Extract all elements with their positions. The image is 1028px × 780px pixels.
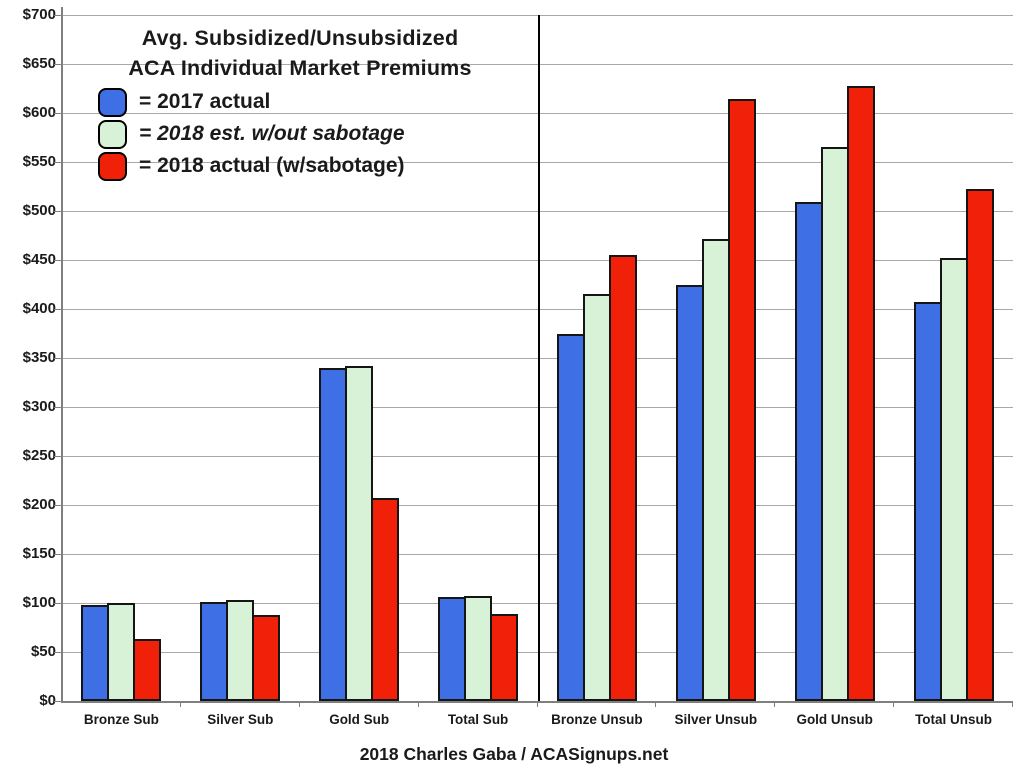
bar xyxy=(200,602,229,701)
x-axis-tick xyxy=(1012,701,1013,707)
bar xyxy=(319,367,348,701)
bar-groups xyxy=(62,15,1013,701)
bar xyxy=(438,597,467,701)
bar xyxy=(913,302,942,701)
chart-title-line2: ACA Individual Market Premiums xyxy=(128,56,472,80)
bar xyxy=(701,239,730,701)
x-axis-label: Total Sub xyxy=(447,712,509,727)
bar-group xyxy=(894,15,1013,701)
x-axis-tick xyxy=(417,701,419,707)
bar-group xyxy=(538,15,657,701)
bar-group xyxy=(656,15,775,701)
bar xyxy=(345,365,374,701)
y-tick-label: $600 xyxy=(22,104,56,121)
bar xyxy=(81,604,110,701)
x-axis-tick xyxy=(893,701,895,707)
x-axis-tick xyxy=(179,701,181,707)
legend-label: = 2017 actual xyxy=(139,90,271,113)
y-axis-tick xyxy=(54,161,61,163)
y-tick-label: $300 xyxy=(22,398,56,415)
plot-area: Avg. Subsidized/Unsubsidized ACA Individ… xyxy=(54,7,1013,707)
y-axis-tick xyxy=(54,357,61,359)
legend-item: = 2017 actual xyxy=(98,86,405,118)
y-axis-line xyxy=(61,7,63,702)
y-axis-tick xyxy=(54,602,61,604)
bar xyxy=(846,85,875,701)
bar-group xyxy=(775,15,894,701)
bar xyxy=(107,603,136,701)
bar xyxy=(727,99,756,701)
y-tick-label: $550 xyxy=(22,153,56,170)
bar xyxy=(464,596,493,701)
legend-swatch xyxy=(98,151,127,181)
x-axis-tick xyxy=(655,701,657,707)
bar xyxy=(820,147,849,701)
bar-group xyxy=(62,15,181,701)
y-axis-tick xyxy=(54,553,61,555)
bar-group xyxy=(181,15,300,701)
legend-item: = 2018 est. w/out sabotage xyxy=(98,118,405,150)
y-tick-label: $400 xyxy=(22,300,56,317)
section-divider-line xyxy=(537,15,540,701)
x-axis-tick xyxy=(536,701,538,707)
x-axis-label: Total Unsub xyxy=(915,712,993,727)
x-axis-label: Gold Unsub xyxy=(796,712,873,727)
legend-swatch xyxy=(98,87,127,117)
x-axis-label: Bronze Unsub xyxy=(551,712,643,727)
y-tick-label: $500 xyxy=(22,202,56,219)
x-axis-label: Silver Sub xyxy=(207,712,274,727)
legend-item: = 2018 actual (w/sabotage) xyxy=(98,150,405,182)
legend-label: = 2018 est. w/out sabotage xyxy=(139,122,405,145)
bar xyxy=(794,202,823,701)
legend-label: = 2018 actual (w/sabotage) xyxy=(139,154,405,177)
y-tick-label: $650 xyxy=(22,55,56,72)
y-tick-label: $50 xyxy=(30,643,56,660)
x-axis-label: Silver Unsub xyxy=(674,712,758,727)
y-tick-label: $150 xyxy=(22,545,56,562)
bar xyxy=(226,600,255,701)
y-axis-tick xyxy=(54,651,61,653)
y-tick-label: $100 xyxy=(22,594,56,611)
y-tick-label: $200 xyxy=(22,496,56,513)
bar-group xyxy=(419,15,538,701)
bar xyxy=(490,613,519,701)
bar xyxy=(675,285,704,701)
y-axis-tick xyxy=(54,406,61,408)
chart-title-line1: Avg. Subsidized/Unsubsidized xyxy=(141,26,459,50)
bar xyxy=(371,498,400,701)
y-tick-label: $700 xyxy=(22,6,56,23)
y-tick-label: $0 xyxy=(39,692,56,709)
legend: = 2017 actual = 2018 est. w/out sabotage =… xyxy=(98,86,405,182)
bar-group xyxy=(300,15,419,701)
x-axis-label: Bronze Sub xyxy=(83,712,159,727)
x-axis-tick xyxy=(774,701,776,707)
bar xyxy=(965,189,994,701)
y-axis-labels: $0 $50 $100 $150 $200 $250 $300 $350 $400 $450 $50… xyxy=(0,6,56,709)
y-axis-tick xyxy=(54,63,61,65)
y-axis-tick xyxy=(54,210,61,212)
y-axis-tick xyxy=(54,308,61,310)
y-axis-tick xyxy=(54,504,61,506)
y-tick-label: $250 xyxy=(22,447,56,464)
chart-title: Avg. Subsidized/Unsubsidized ACA Individ… xyxy=(64,23,536,83)
x-axis-tick xyxy=(298,701,300,707)
y-axis-tick xyxy=(54,700,61,702)
bar xyxy=(556,334,585,701)
y-axis-tick xyxy=(54,455,61,457)
y-axis-tick xyxy=(54,14,61,16)
legend-swatch xyxy=(98,119,127,149)
bar xyxy=(133,639,162,701)
footer-credit: 2018 Charles Gaba / ACASignups.net xyxy=(359,744,669,764)
bar xyxy=(939,258,968,701)
x-axis-labels: Bronze Sub Silver Sub Gold Sub Total Sub Bro… xyxy=(62,712,1013,727)
x-axis-label: Gold Sub xyxy=(329,712,390,727)
y-axis-tick xyxy=(54,112,61,114)
y-axis-tick xyxy=(54,259,61,261)
y-tick-label: $350 xyxy=(22,349,56,366)
bar xyxy=(252,614,281,701)
y-tick-label: $450 xyxy=(22,251,56,268)
bar xyxy=(582,294,611,701)
bar xyxy=(608,255,637,701)
